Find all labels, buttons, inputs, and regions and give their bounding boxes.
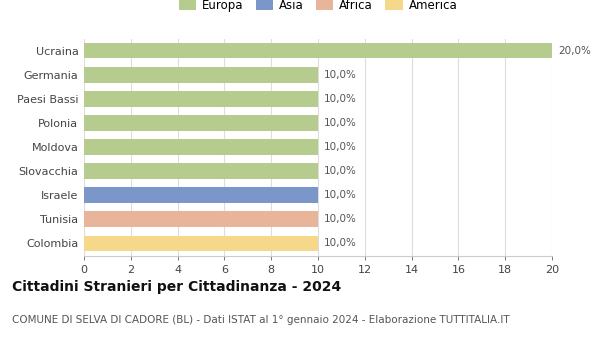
Bar xyxy=(84,67,318,83)
Text: COMUNE DI SELVA DI CADORE (BL) - Dati ISTAT al 1° gennaio 2024 - Elaborazione TU: COMUNE DI SELVA DI CADORE (BL) - Dati IS… xyxy=(12,315,509,325)
Text: 10,0%: 10,0% xyxy=(324,70,357,80)
Text: 10,0%: 10,0% xyxy=(324,214,357,224)
Text: 10,0%: 10,0% xyxy=(324,190,357,200)
Text: 10,0%: 10,0% xyxy=(324,94,357,104)
Bar xyxy=(84,91,318,107)
Text: 10,0%: 10,0% xyxy=(324,238,357,248)
Bar xyxy=(84,43,552,58)
Text: 20,0%: 20,0% xyxy=(558,46,591,56)
Bar xyxy=(84,187,318,203)
Bar xyxy=(84,139,318,155)
Text: 10,0%: 10,0% xyxy=(324,142,357,152)
Text: Cittadini Stranieri per Cittadinanza - 2024: Cittadini Stranieri per Cittadinanza - 2… xyxy=(12,280,341,294)
Legend: Europa, Asia, Africa, America: Europa, Asia, Africa, America xyxy=(176,0,460,14)
Bar xyxy=(84,115,318,131)
Text: 10,0%: 10,0% xyxy=(324,118,357,128)
Bar xyxy=(84,236,318,251)
Bar xyxy=(84,211,318,227)
Bar xyxy=(84,163,318,179)
Text: 10,0%: 10,0% xyxy=(324,166,357,176)
